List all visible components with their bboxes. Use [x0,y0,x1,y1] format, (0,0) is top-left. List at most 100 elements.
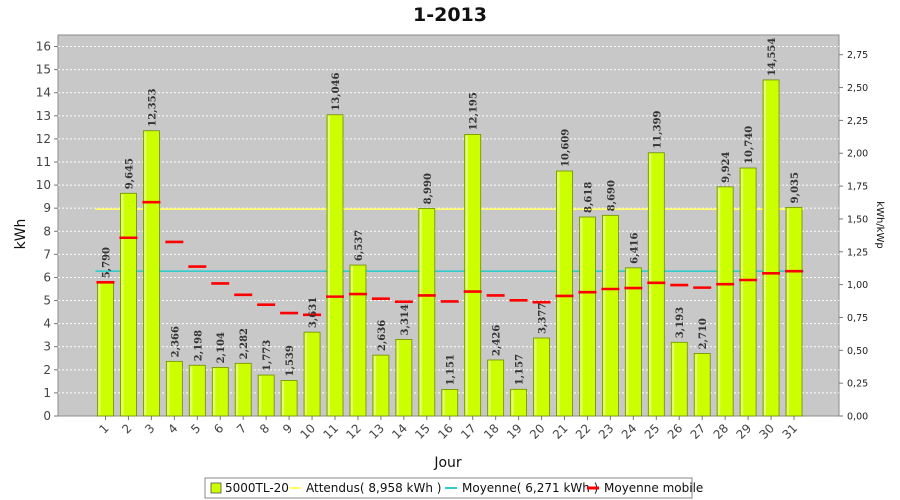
y2-tick-label: 0,50 [847,346,868,357]
data-label: 3,631 [308,297,319,328]
x-tick-label: 7 [234,421,249,436]
bar-highlight [442,390,445,415]
x-tick-label: 9 [280,421,295,436]
data-label: 6,537 [354,230,365,261]
data-label: 9,645 [124,158,135,189]
x-tick-label: 31 [779,421,800,442]
x-tick-label: 30 [756,421,777,442]
data-label: 1,157 [515,354,526,385]
data-label: 2,426 [492,325,503,356]
data-label: 6,416 [629,232,640,263]
data-label: 8,990 [423,173,434,204]
legend-label: Moyenne mobile [604,481,703,495]
x-tick-label: 28 [711,421,732,442]
plot-area [57,34,840,417]
y2-tick-label: 1,50 [847,214,868,225]
y-tick-label: 4 [43,317,51,331]
y-tick-label: 6 [43,270,51,284]
bar-highlight [121,194,124,415]
bar-highlight [764,80,767,415]
x-tick-label: 21 [550,421,571,442]
x-tick-label: 29 [734,421,755,442]
x-tick-label: 19 [504,421,525,442]
bar-highlight [305,333,308,415]
x-tick-label: 8 [257,421,272,436]
y2-tick-label: 2,25 [847,116,868,127]
y-tick-label: 15 [36,63,51,77]
bar-highlight [350,266,353,415]
y-tick-label: 9 [43,201,51,215]
bar-highlight [695,354,698,415]
y-tick-label: 8 [43,224,51,238]
y2-tick-label: 2,00 [847,149,868,160]
bar-highlight [419,209,422,415]
legend-label: Attendus( 8,958 kWh ) [306,481,441,495]
x-tick-label: 18 [481,421,502,442]
x-tick-label: 22 [573,421,594,442]
data-label: 12,353 [147,88,158,126]
bar-highlight [649,153,652,415]
data-label: 2,198 [193,330,204,361]
data-label: 2,366 [170,326,181,357]
y-axis-label: kWh [13,219,29,250]
data-label: 1,539 [285,345,296,376]
x-tick-label: 2 [119,421,134,436]
bar-highlight [672,343,675,415]
y-tick-label: 11 [36,155,51,169]
x-tick-label: 10 [297,421,318,442]
x-tick-label: 5 [188,421,203,436]
y-tick-label: 12 [36,132,51,146]
x-tick-label: 14 [389,421,410,442]
legend-swatch [210,482,222,494]
x-tick-label: 6 [211,421,226,436]
data-label: 3,314 [400,304,411,335]
data-label: 12,195 [469,92,480,130]
x-tick-label: 26 [665,421,686,442]
y-tick-label: 16 [36,40,51,54]
data-labels: 5,790 9,645 12,353 2,366 2,198 2,104 2,282 1,77… [102,38,802,386]
chart-title: 1-2013 [413,4,487,26]
legend-label: Moyenne( 6,271 kWh ) [462,481,598,495]
x-tick-label: 15 [412,421,433,442]
y2-axis-label: kWh/kWp [874,201,885,248]
bar-highlight [488,360,491,415]
x-tick-label: 27 [688,421,709,442]
y2-tick-label: 2,75 [847,50,868,61]
bar-highlight [373,356,376,415]
data-label: 1,151 [446,354,457,385]
x-tick-label: 13 [366,421,387,442]
data-label: 11,399 [652,110,663,148]
data-label: 14,554 [767,38,778,76]
data-label: 1,773 [262,340,273,371]
x-tick-label: 16 [435,421,456,442]
bar-highlight [511,390,514,415]
y2-tick-label: 0,25 [847,379,868,390]
data-label: 13,046 [331,72,342,110]
data-label: 8,690 [606,180,617,211]
y2-tick-label: 1,75 [847,182,868,193]
y2-tick-label: 1,25 [847,247,868,258]
legend-label: 5000TL-20 [225,481,289,495]
x-tick-label: 23 [596,421,617,442]
bar-highlight [465,135,468,415]
bar-highlight [167,362,170,415]
y2-axis: 0,00 0,25 0,50 0,75 1,00 1,25 1,50 1,75 2,00 2,25… [839,50,868,423]
data-label: 10,740 [744,126,755,164]
y2-tick-label: 1,00 [847,280,868,291]
bar-highlight [213,368,216,415]
bar-highlight [534,339,537,415]
x-tick-label: 12 [343,421,364,442]
data-label: 3,193 [675,307,686,338]
y-tick-label: 10 [36,178,51,192]
bar-highlight [741,169,744,415]
bar-highlight [557,172,560,415]
y-tick-label: 7 [43,247,51,261]
x-tick-label: 25 [642,421,663,442]
data-label: 9,924 [721,151,732,182]
legend: 5000TL-20 Attendus( 8,958 kWh ) Moyenne( 6… [204,477,703,499]
x-tick-label: 3 [142,421,157,436]
bar-highlight [98,283,101,415]
x-tick-label: 1 [96,421,111,436]
y-tick-label: 5 [43,294,51,308]
